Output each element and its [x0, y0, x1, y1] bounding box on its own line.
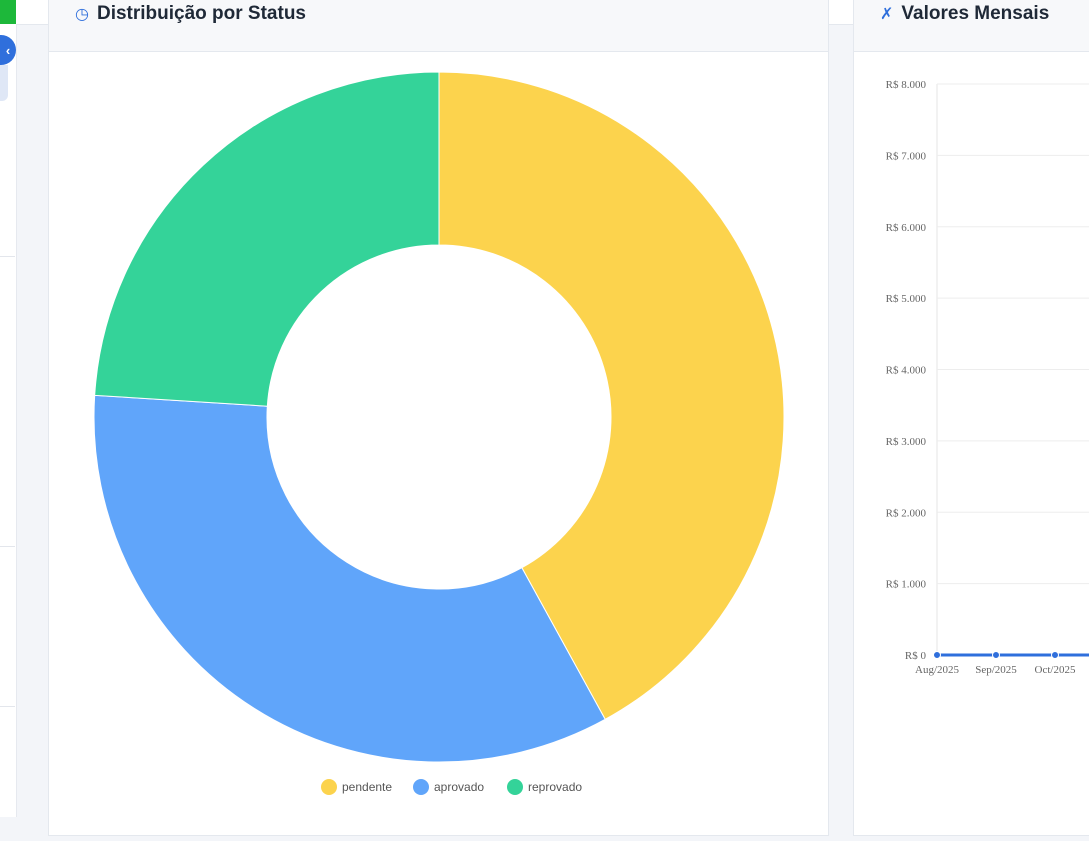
sidebar-divider [0, 256, 15, 257]
legend-label-reprovado[interactable]: reprovado [528, 780, 582, 794]
x-tick-label: Aug/2025 [915, 664, 960, 676]
x-tick-label: Oct/2025 [1035, 664, 1076, 676]
chevron-left-icon: ‹ [5, 42, 11, 58]
x-tick-label: Sep/2025 [975, 664, 1017, 676]
data-point[interactable] [1051, 651, 1059, 659]
legend-swatch-aprovado [413, 779, 429, 795]
sidebar-divider [0, 706, 15, 707]
sidebar [0, 24, 17, 817]
y-tick-label: R$ 3.000 [886, 436, 927, 448]
y-tick-label: R$ 2.000 [886, 507, 927, 519]
y-tick-label: R$ 4.000 [886, 365, 927, 377]
sidebar-divider [0, 546, 15, 547]
y-tick-label: R$ 6.000 [886, 222, 927, 234]
y-tick-label: R$ 7.000 [886, 150, 927, 162]
status-distribution-card: ◷ Distribuição por Status pendente aprova… [48, 0, 829, 836]
monthly-values-line-chart: R$ 0 R$ 1.000 R$ 2.000 R$ 3.000 R$ 4.000 R$ 5… [886, 79, 1089, 676]
y-tick-label: R$ 8.000 [886, 79, 927, 91]
sidebar-collapse-button[interactable]: ‹ [0, 35, 16, 65]
donut-slice-reprovado[interactable] [94, 71, 440, 407]
y-tick-label: R$ 0 [905, 650, 927, 662]
card-header: ✗ Valores Mensais [854, 0, 1089, 52]
card-header: ◷ Distribuição por Status [49, 0, 828, 52]
chart-icon: ✗ [880, 6, 894, 23]
sidebar-highlight [0, 65, 8, 101]
card-title: ◷ Distribuição por Status [75, 3, 306, 25]
legend-label-aprovado[interactable]: aprovado [434, 780, 484, 794]
legend-swatch-reprovado [507, 779, 523, 795]
donut-slice-aprovado[interactable] [93, 394, 606, 763]
donut-slice-pendente[interactable] [438, 71, 785, 721]
status-donut-chart: pendente aprovado reprovado [93, 71, 785, 795]
valores-card-title: Valores Mensais [901, 3, 1050, 24]
data-point[interactable] [933, 651, 941, 659]
brand-tab [0, 0, 16, 29]
card-title: ✗ Valores Mensais [880, 3, 1049, 25]
status-card-title: Distribuição por Status [96, 3, 306, 24]
monthly-values-card: ✗ Valores Mensais R$ 0 R$ 1.000 R$ 2.000 R$… [853, 0, 1089, 836]
data-point[interactable] [992, 651, 1000, 659]
legend-swatch-pendente [321, 779, 337, 795]
y-tick-label: R$ 5.000 [886, 293, 927, 305]
pie-chart-icon: ◷ [75, 6, 89, 23]
y-tick-label: R$ 1.000 [886, 579, 927, 591]
legend-label-pendente[interactable]: pendente [342, 780, 392, 794]
